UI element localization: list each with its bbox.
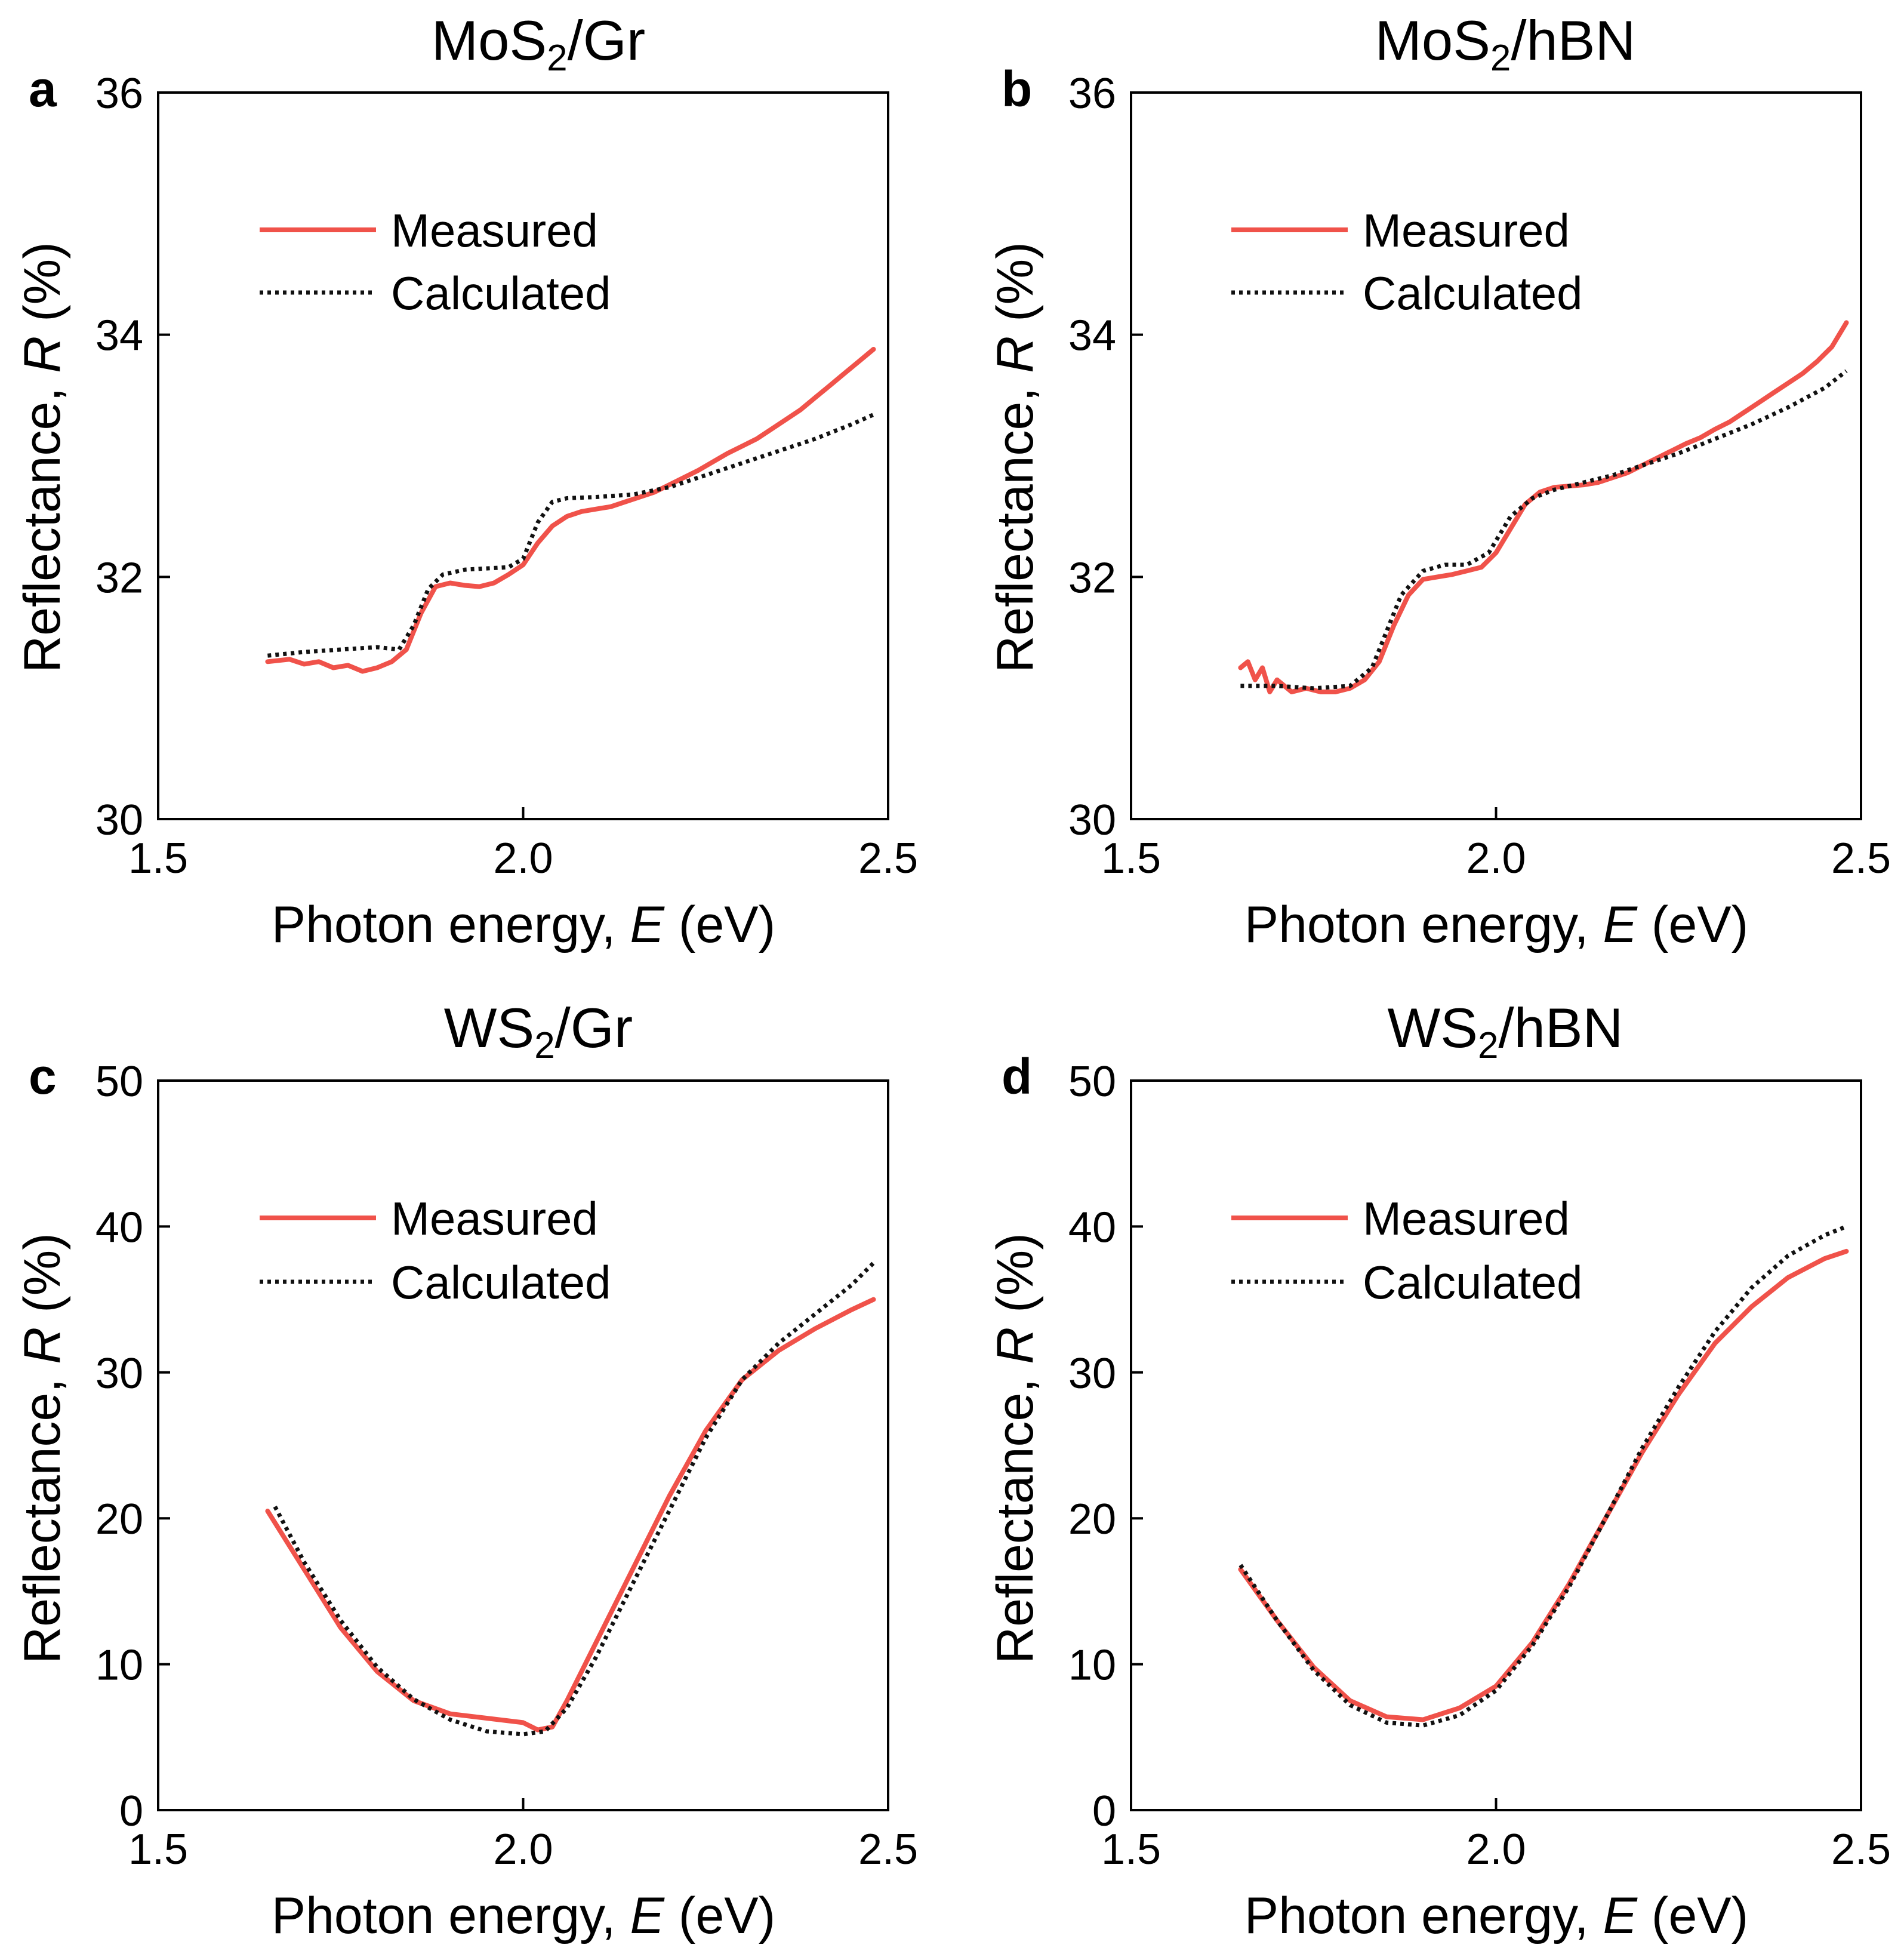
- panel-a-y-tick-label: 32: [95, 554, 143, 602]
- panel-d-y-axis-label: Reflectance, R (%): [987, 1233, 1044, 1664]
- panel-b-x-tick-label: 2.0: [1466, 835, 1526, 882]
- panel-c-y-tick-label: 10: [95, 1642, 143, 1690]
- panel-d-legend-calculated-label: Calculated: [1363, 1256, 1583, 1309]
- panel-c: WS2/Gr c 1.5 2.0 2.5 0 10 20 30 40 50 Photon ene…: [14, 996, 918, 1944]
- panel-b: MoS2/hBN b 1.5 2.0 2.5 30 32 34 36 Photon ener…: [987, 9, 1891, 953]
- panel-b-x-axis-label: Photon energy, E (eV): [1244, 896, 1749, 953]
- panel-a-y-tick-label: 34: [95, 312, 143, 360]
- panel-a-letter: a: [29, 61, 57, 117]
- panel-d: WS2/hBN d 1.5 2.0 2.5 0 10 20 30 40 50 Photon en…: [987, 996, 1891, 1944]
- panel-b-x-tick-label: 2.5: [1831, 835, 1891, 882]
- panel-b-y-tick-label: 34: [1068, 312, 1116, 360]
- panel-d-y-tick-label: 40: [1068, 1204, 1116, 1251]
- panel-c-x-tick-label: 2.0: [493, 1826, 553, 1873]
- panel-c-legend-calculated-label: Calculated: [391, 1256, 611, 1309]
- panel-a-y-tick-label: 30: [95, 796, 143, 844]
- panel-a-x-tick-label: 1.5: [128, 835, 188, 882]
- panel-c-y-tick-label: 20: [95, 1496, 143, 1543]
- panel-d-title: WS2/hBN: [1388, 996, 1623, 1066]
- panel-b-legend-calculated-label: Calculated: [1363, 267, 1583, 319]
- panel-b-letter: b: [1002, 61, 1032, 117]
- panel-d-series-measured: [1238, 1248, 1849, 1722]
- panel-c-series-measured: [265, 1297, 876, 1733]
- panel-d-plot: 1.5 2.0 2.5 0 10 20 30 40 50: [1068, 1058, 1891, 1873]
- panel-c-x-tick-label: 1.5: [128, 1826, 188, 1873]
- panel-a-plot: 1.5 2.0 2.5 30 32 34 36: [95, 70, 918, 882]
- panel-c-y-axis-label: Reflectance, R (%): [14, 1233, 71, 1664]
- panel-c-x-axis-label: Photon energy, E (eV): [272, 1887, 776, 1944]
- panel-b-y-tick-label: 36: [1068, 70, 1116, 118]
- panel-a-legend: Measured Calculated: [260, 204, 611, 319]
- panel-a-y-tick-label: 36: [95, 70, 143, 118]
- panel-c-title: WS2/Gr: [444, 996, 633, 1066]
- panel-d-x-tick-label: 1.5: [1101, 1826, 1161, 1873]
- panel-d-series-calculated: [1238, 1224, 1847, 1728]
- panel-d-y-tick-label: 30: [1068, 1350, 1116, 1398]
- panel-a-y-axis-label: Reflectance, R (%): [14, 242, 71, 673]
- panel-d-y-tick-label: 50: [1068, 1058, 1116, 1106]
- panel-d-x-axis-label: Photon energy, E (eV): [1244, 1887, 1749, 1944]
- panel-c-y-tick-label: 30: [95, 1350, 143, 1398]
- panel-d-y-tick-label: 0: [1092, 1787, 1116, 1835]
- panel-a-x-axis-label: Photon energy, E (eV): [272, 896, 776, 953]
- panel-c-x-tick-label: 2.5: [858, 1826, 918, 1873]
- panel-c-letter: c: [29, 1048, 57, 1104]
- panel-b-legend: Measured Calculated: [1231, 204, 1583, 319]
- panel-a-title: MoS2/Gr: [432, 9, 645, 79]
- panel-c-legend-measured-label: Measured: [391, 1192, 598, 1245]
- panel-c-y-tick-label: 40: [95, 1204, 143, 1251]
- panel-d-y-tick-label: 20: [1068, 1496, 1116, 1543]
- panel-c-plot: 1.5 2.0 2.5 0 10 20 30 40 50: [95, 1058, 918, 1873]
- panel-a-series-calculated: [267, 413, 874, 658]
- panel-a-x-tick-label: 2.5: [858, 835, 918, 882]
- panel-b-legend-measured-label: Measured: [1363, 204, 1570, 257]
- panel-b-y-tick-label: 32: [1068, 554, 1116, 602]
- panel-d-legend-measured-label: Measured: [1363, 1192, 1570, 1245]
- panel-d-x-tick-label: 2.0: [1466, 1826, 1526, 1873]
- panel-a-legend-calculated-label: Calculated: [391, 267, 611, 319]
- panel-b-plot: 1.5 2.0 2.5 30 32 34 36: [1068, 70, 1891, 882]
- panel-d-y-tick-label: 10: [1068, 1642, 1116, 1690]
- panel-a-series-measured: [265, 347, 876, 674]
- panel-d-letter: d: [1002, 1048, 1032, 1104]
- panel-b-x-tick-label: 1.5: [1101, 835, 1161, 882]
- panel-c-y-tick-label: 50: [95, 1058, 143, 1106]
- panel-b-y-tick-label: 30: [1068, 796, 1116, 844]
- panel-a: MoS2/Gr a 1.5 2.0 2.5 30 32 34 36 Photon energ…: [14, 9, 918, 953]
- panel-c-legend: Measured Calculated: [260, 1192, 611, 1309]
- panel-a-legend-measured-label: Measured: [391, 204, 598, 257]
- panel-c-y-tick-label: 0: [119, 1787, 143, 1835]
- panel-a-x-tick-label: 2.0: [493, 835, 553, 882]
- panel-b-title: MoS2/hBN: [1375, 9, 1636, 79]
- panel-d-x-tick-label: 2.5: [1831, 1826, 1891, 1873]
- panel-b-y-axis-label: Reflectance, R (%): [987, 242, 1044, 673]
- panel-d-legend: Measured Calculated: [1231, 1192, 1583, 1309]
